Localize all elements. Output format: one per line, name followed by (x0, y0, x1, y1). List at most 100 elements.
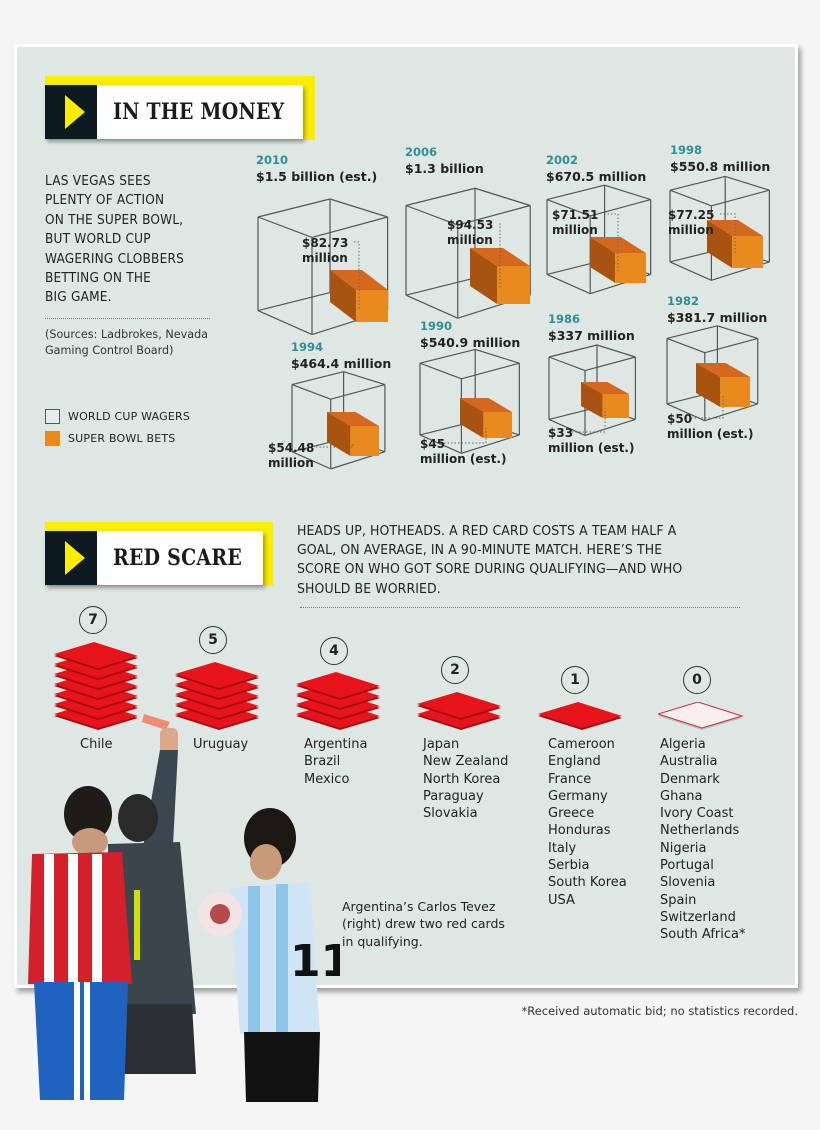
country-list: Japan New Zealand North Korea Paraguay Slova… (423, 736, 508, 822)
country-list: Algeria Australia Denmark Ghana Ivory Coast N… (660, 736, 746, 944)
red-card-stack-icon (296, 672, 380, 730)
red-card-count-badge: 4 (320, 637, 348, 665)
cube-year: 2006 (405, 145, 438, 159)
country-name: Denmark (660, 771, 720, 787)
country-list: Argentina Brazil Mexico (304, 736, 367, 788)
in-the-money-banner: IN THE MONEY (45, 76, 315, 140)
dotted-divider (45, 318, 210, 319)
super-bowl-bet-value: $45 million (est.) (420, 437, 506, 466)
country-name: Chile (80, 737, 113, 752)
dotted-divider (300, 607, 740, 608)
red-card-stack-icon (658, 702, 744, 730)
super-bowl-unit: million (668, 222, 714, 237)
legend-label: WORLD CUP WAGERS (68, 409, 191, 423)
country-list: Cameroon England France Germany Greece Hondur… (548, 736, 627, 909)
intro-line: WAGERING CLOBBERS (45, 250, 185, 267)
super-bowl-bet-value: $54.48 million (268, 441, 314, 470)
country-name: Cameroon (548, 737, 615, 752)
photo-caption: Argentina’s Carlos Tevez (right) drew tw… (342, 898, 532, 950)
country-name: Slovenia (660, 875, 716, 891)
cube-year: 1994 (291, 340, 324, 354)
play-triangle-icon (65, 95, 85, 129)
country-name: Netherlands (660, 823, 740, 839)
country-name: Switzerland (660, 909, 736, 925)
super-bowl-bet-value: $94.53 million (447, 218, 493, 247)
sources-line: Gaming Control Board) (45, 343, 174, 357)
super-bowl-amount: $50 (667, 412, 693, 426)
red-card-stack-icon (54, 642, 138, 730)
super-bowl-bet-value: $50 million (est.) (667, 412, 753, 441)
super-bowl-amount: $94.53 (447, 218, 494, 232)
super-bowl-bet-value: $71.51 million (552, 208, 598, 237)
caption-line: in qualifying. (342, 933, 423, 949)
country-name: Slovakia (423, 806, 478, 822)
legend-item-world-cup: WORLD CUP WAGERS (45, 405, 190, 427)
world-cup-wager-value: $381.7 million (667, 310, 768, 325)
country-list: Chile (80, 736, 113, 753)
footnote: *Received automatic bid; no statistics r… (521, 1004, 798, 1018)
country-name: Nigeria (660, 840, 707, 856)
super-bowl-unit: million (447, 232, 493, 247)
red-card-stack-icon (417, 692, 501, 730)
banner-navy-block (45, 531, 97, 585)
world-cup-wager-value: $1.5 billion (est.) (256, 169, 378, 184)
country-name: Ghana (660, 788, 703, 804)
world-cup-swatch-icon (45, 408, 60, 424)
super-bowl-bet-value: $33 million (est.) (548, 426, 634, 455)
banner-plate: RED SCARE (45, 531, 263, 585)
cube-year: 1986 (548, 312, 581, 326)
red-card-count-badge: 1 (561, 666, 589, 694)
caption-line: (right) drew two red cards (342, 916, 505, 932)
country-name: Paraguay (423, 788, 484, 804)
intro-line: BUT WORLD CUP (45, 231, 151, 248)
cube-year: 2010 (256, 153, 289, 167)
country-name: Serbia (548, 858, 590, 874)
intro-line: GOAL, ON AVERAGE, IN A 90-MINUTE MATCH. … (297, 542, 663, 559)
country-name: USA (548, 892, 575, 908)
intro-line: BETTING ON THE (45, 270, 152, 287)
intro-line: HEADS UP, HOTHEADS. A RED CARD COSTS A T… (297, 523, 677, 539)
super-bowl-swatch-icon (45, 430, 60, 446)
super-bowl-unit: million (552, 222, 598, 237)
super-bowl-amount: $54.48 (268, 441, 315, 455)
country-name: Italy (548, 840, 577, 856)
super-bowl-amount: $71.51 (552, 208, 599, 222)
country-name: North Korea (423, 771, 501, 787)
super-bowl-amount: $82.73 (302, 236, 349, 250)
country-name: Greece (548, 806, 595, 822)
play-triangle-icon (65, 541, 85, 575)
world-cup-wager-value: $550.8 million (670, 159, 771, 174)
sources-note: (Sources: Ladbrokes, Nevada Gaming Contr… (45, 327, 245, 358)
country-name: Uruguay (193, 737, 249, 752)
cube-year: 1998 (670, 143, 703, 157)
world-cup-wager-value: $1.3 billion (405, 161, 484, 176)
country-name: Mexico (304, 771, 350, 787)
section-title: IN THE MONEY (113, 99, 285, 125)
country-name: Algeria (660, 737, 706, 752)
red-card-stack-icon (175, 662, 259, 730)
intro-line: ON THE SUPER BOWL, (45, 211, 184, 228)
red-card-count-badge: 0 (683, 666, 711, 694)
red-scare-intro: HEADS UP, HOTHEADS. A RED CARD COSTS A T… (297, 522, 720, 599)
section-title: RED SCARE (113, 545, 243, 571)
intro-line: SCORE ON WHO GOT SORE DURING QUALIFYING—… (297, 561, 683, 578)
country-name: France (548, 771, 592, 787)
super-bowl-amount: $77.25 (668, 208, 715, 222)
country-name: New Zealand (423, 754, 509, 770)
super-bowl-unit: million (268, 455, 314, 470)
intro-line: SHOULD BE WORRIED. (297, 580, 441, 597)
sources-line: (Sources: Ladbrokes, Nevada (45, 328, 209, 341)
country-name: Brazil (304, 754, 341, 770)
super-bowl-unit: million (est.) (667, 426, 754, 441)
red-card-count-badge: 7 (79, 606, 107, 634)
country-name: Portugal (660, 858, 714, 874)
caption-line: Argentina’s Carlos Tevez (342, 899, 496, 914)
in-the-money-intro: LAS VEGAS SEES PLENTY OF ACTION ON THE S… (45, 172, 245, 308)
country-name: Argentina (304, 737, 368, 752)
svg-text:11: 11 (290, 936, 340, 987)
banner-navy-block (45, 85, 97, 139)
intro-line: PLENTY OF ACTION (45, 192, 165, 209)
red-card-count-badge: 2 (441, 656, 469, 684)
red-card-count-badge: 5 (199, 626, 227, 654)
world-cup-wager-value: $540.9 million (420, 335, 521, 350)
